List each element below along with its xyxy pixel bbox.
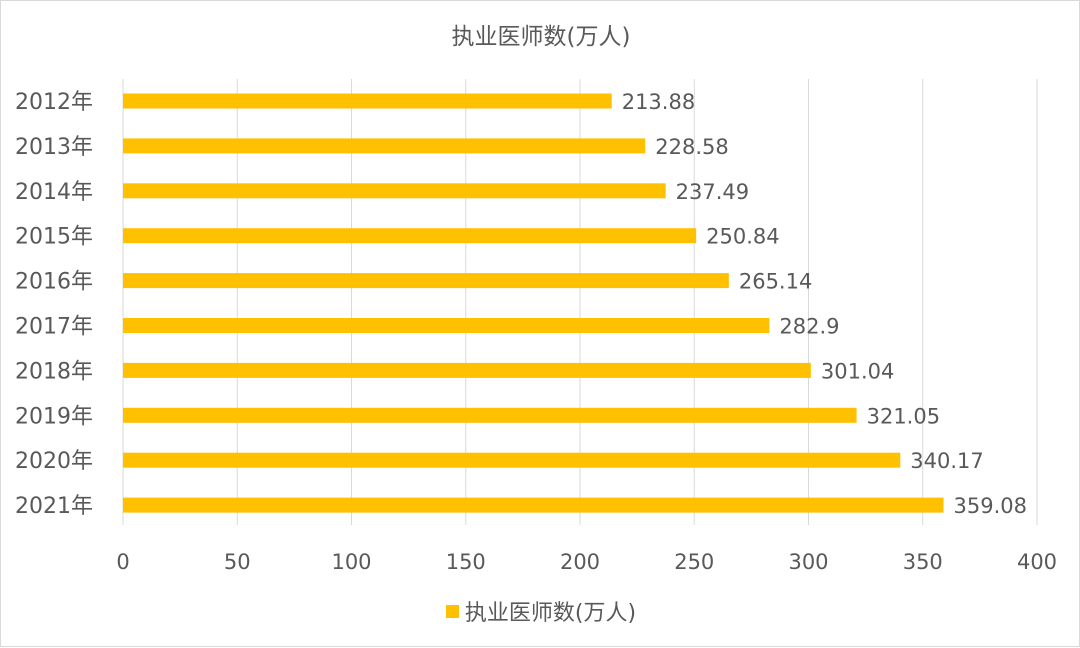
x-tick-label: 400	[1017, 550, 1057, 574]
data-label: 237.49	[676, 180, 749, 204]
y-category-label: 2013年	[15, 135, 93, 160]
x-tick-label: 150	[446, 550, 486, 574]
bar	[123, 318, 770, 333]
x-tick-label: 100	[331, 550, 371, 574]
data-label: 340.17	[910, 449, 983, 473]
data-label: 321.05	[867, 404, 940, 428]
y-category-label: 2019年	[15, 404, 93, 429]
x-tick-label: 250	[674, 550, 714, 574]
data-label: 359.08	[953, 494, 1026, 518]
bar	[123, 362, 811, 378]
x-tick-label: 50	[224, 550, 251, 574]
legend: 执业医师数(万人)	[1, 595, 1080, 627]
bar	[123, 452, 901, 468]
y-category-label: 2020年	[15, 449, 93, 474]
x-tick-label: 300	[788, 550, 828, 574]
x-tick-label: 350	[903, 550, 943, 574]
data-label: 265.14	[739, 270, 812, 294]
y-category-label: 2018年	[15, 359, 93, 384]
y-category-label: 2012年	[15, 90, 93, 115]
x-tick-label: 200	[560, 550, 600, 574]
bar	[123, 407, 857, 423]
data-label: 282.9	[779, 315, 839, 339]
legend-label: 执业医师数(万人)	[464, 601, 637, 626]
data-label: 228.58	[655, 135, 728, 159]
y-category-label: 2015年	[15, 225, 93, 250]
legend-swatch	[445, 604, 459, 618]
chart-title: 执业医师数(万人)	[451, 24, 631, 50]
bar	[123, 183, 666, 199]
data-label: 250.84	[706, 225, 779, 249]
y-category-label: 2021年	[15, 494, 93, 519]
x-tick-label: 0	[116, 550, 129, 574]
y-category-label: 2014年	[15, 180, 93, 205]
bar	[123, 228, 697, 244]
y-category-label: 2017年	[15, 315, 93, 340]
bar	[123, 273, 729, 289]
bar	[123, 497, 944, 513]
data-label: 301.04	[821, 359, 894, 383]
bar	[123, 138, 646, 154]
bar	[123, 93, 612, 109]
data-label: 213.88	[622, 90, 695, 114]
y-category-label: 2016年	[15, 270, 93, 295]
